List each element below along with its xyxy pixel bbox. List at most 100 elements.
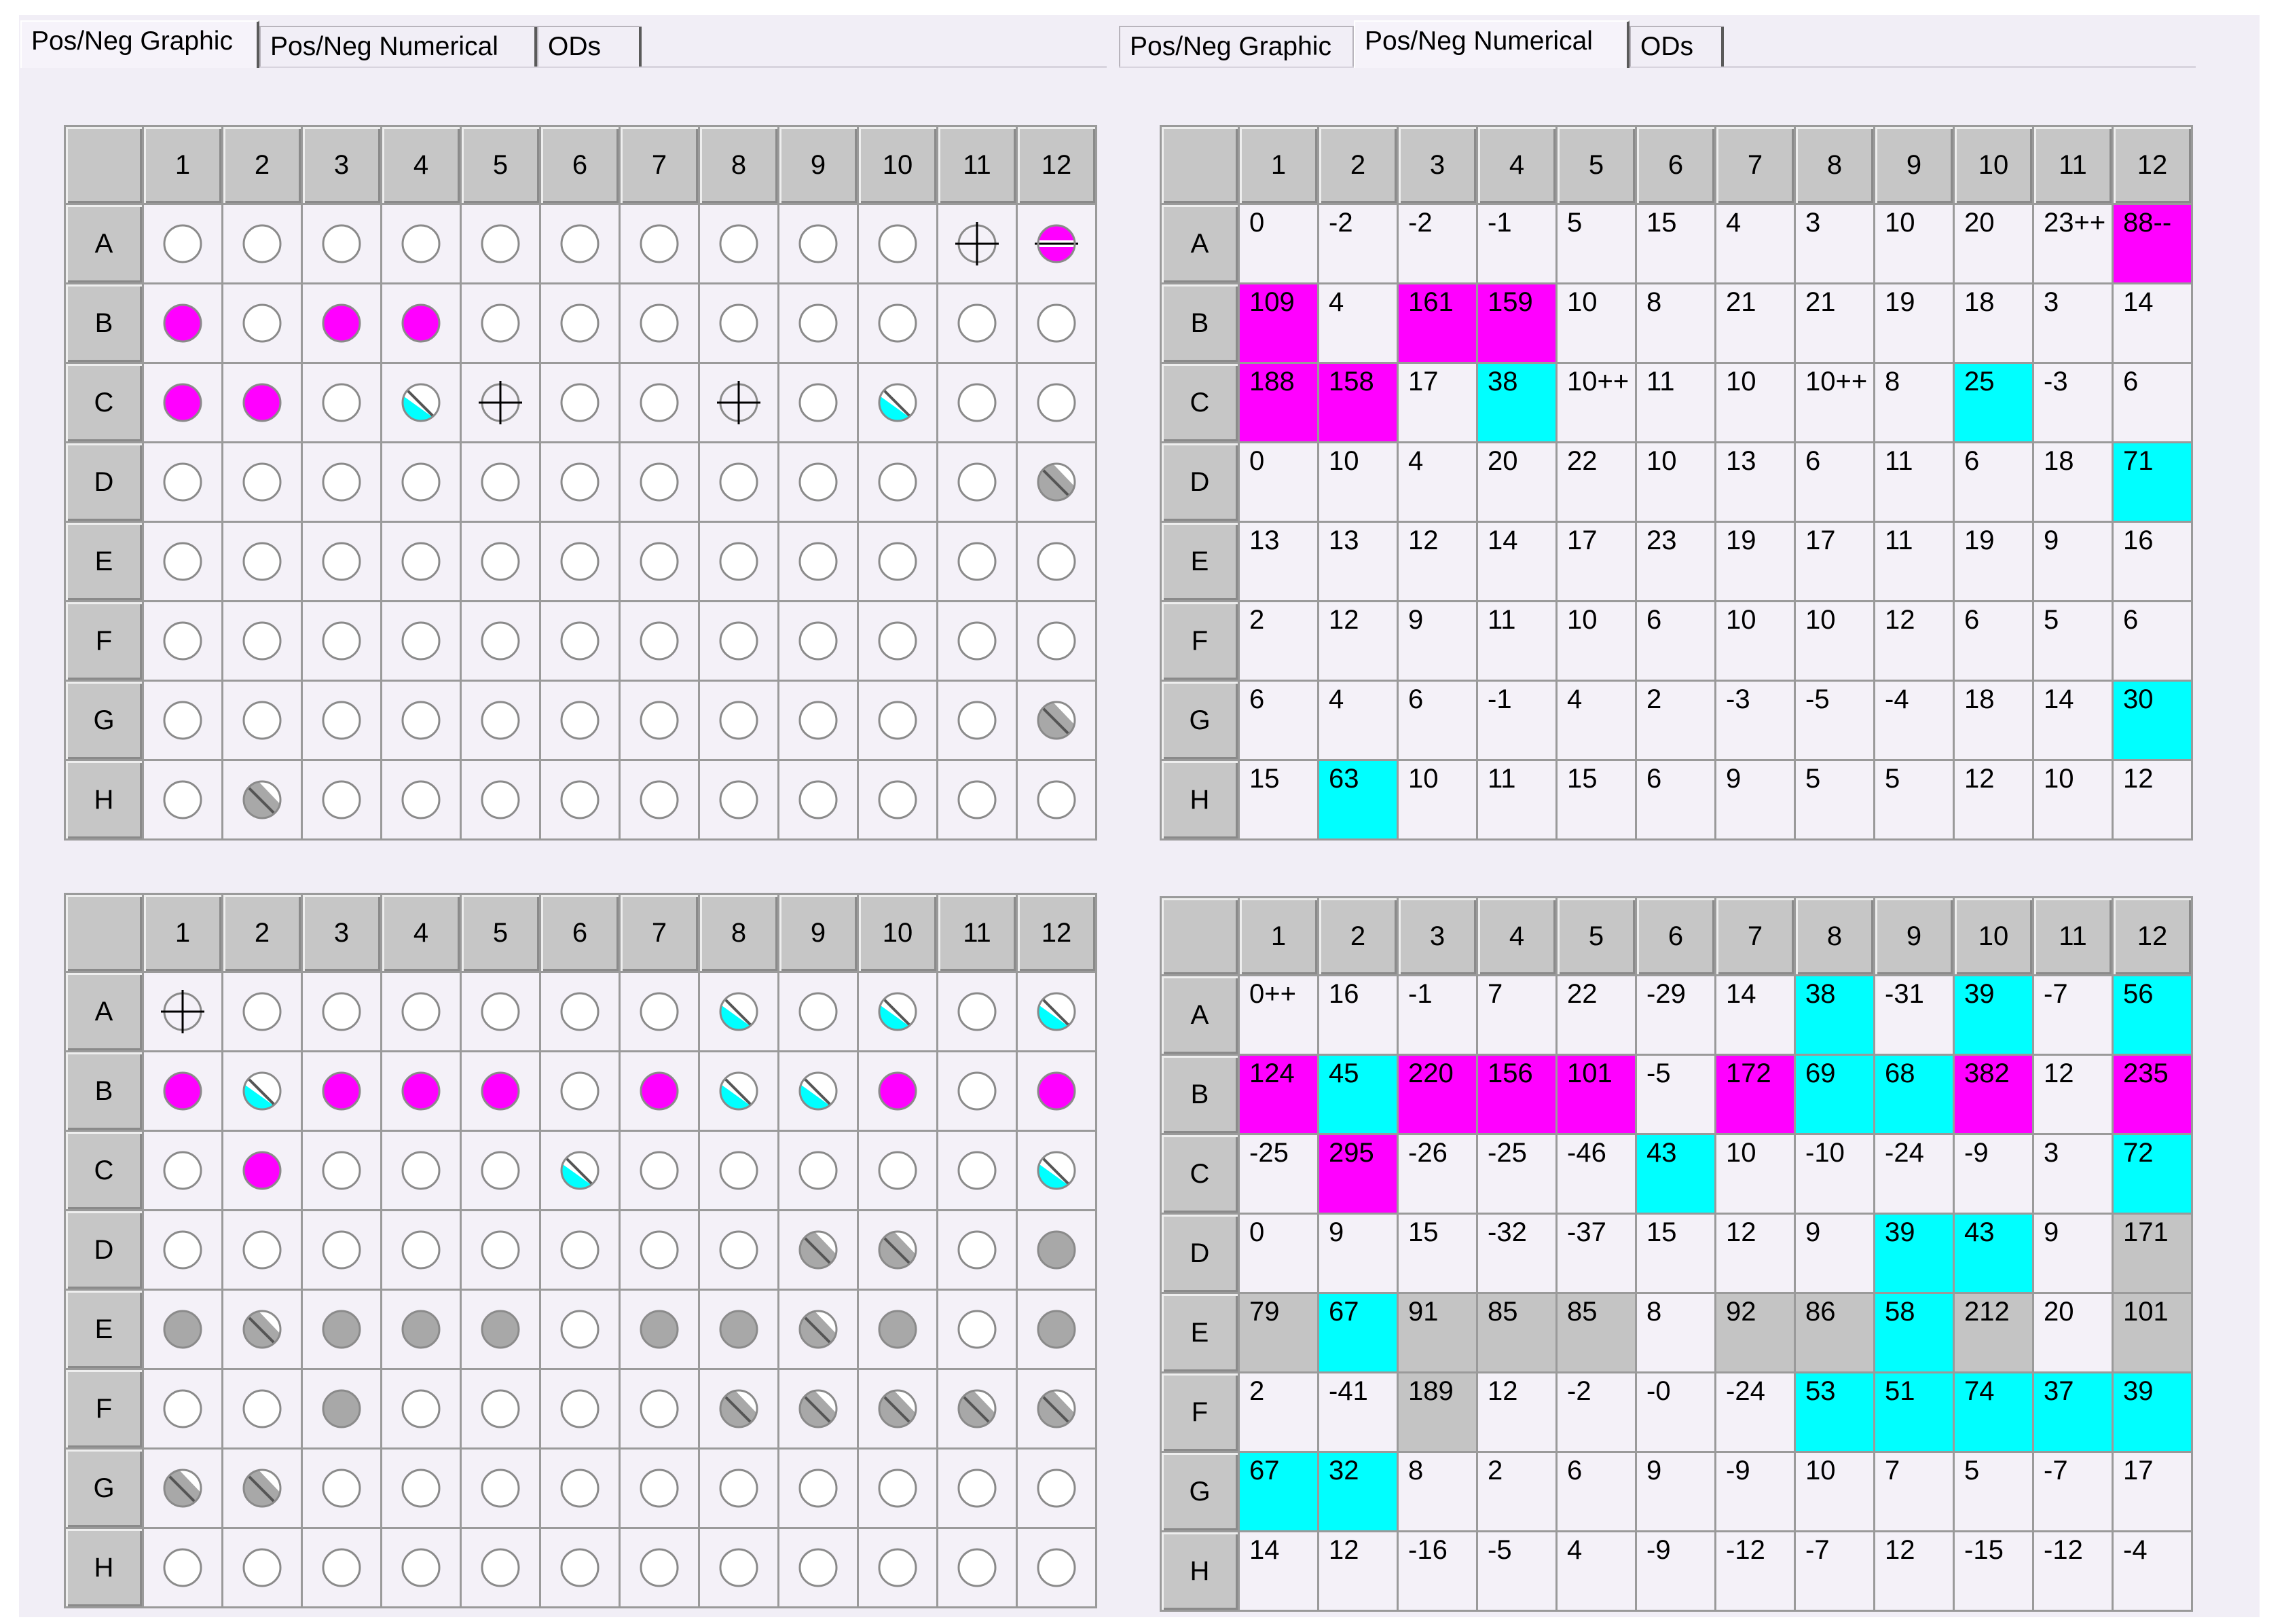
well-value-E11[interactable]: 20 [2032, 1292, 2114, 1373]
well-value-C7[interactable]: 10 [1714, 1133, 1796, 1215]
well-G11[interactable] [936, 1447, 1018, 1529]
well-value-H1[interactable]: 14 [1238, 1530, 1319, 1612]
well-value-B4[interactable]: 159 [1476, 282, 1558, 364]
well-F4[interactable] [380, 1368, 462, 1450]
well-B2[interactable] [221, 1050, 303, 1132]
well-E5[interactable] [460, 521, 541, 602]
well-D7[interactable] [619, 1209, 700, 1291]
well-value-C10[interactable]: 25 [1953, 362, 2034, 443]
well-value-C11[interactable]: 3 [2032, 1133, 2114, 1215]
well-value-G12[interactable]: 30 [2112, 680, 2193, 761]
well-value-B6[interactable]: -5 [1635, 1054, 1716, 1135]
row-header-F[interactable]: F [64, 1368, 144, 1450]
well-value-C11[interactable]: -3 [2032, 362, 2114, 443]
well-value-A12[interactable]: 56 [2112, 974, 2193, 1056]
well-value-G11[interactable]: 14 [2032, 680, 2114, 761]
well-value-H3[interactable]: -16 [1397, 1530, 1478, 1612]
well-C10[interactable] [857, 1130, 938, 1211]
well-G2[interactable] [221, 1447, 303, 1529]
well-value-B2[interactable]: 4 [1317, 282, 1399, 364]
well-D2[interactable] [221, 1209, 303, 1291]
well-value-C5[interactable]: -46 [1555, 1133, 1637, 1215]
well-value-G5[interactable]: 6 [1555, 1451, 1637, 1532]
tab-posneg-graphic[interactable]: Pos/Neg Graphic [1119, 26, 1354, 67]
well-H4[interactable] [380, 759, 462, 841]
well-C9[interactable] [777, 362, 859, 443]
well-value-C8[interactable]: -10 [1794, 1133, 1875, 1215]
well-value-E6[interactable]: 8 [1635, 1292, 1716, 1373]
well-value-F10[interactable]: 6 [1953, 600, 2034, 682]
column-header-4[interactable]: 4 [380, 125, 462, 205]
column-header-12[interactable]: 12 [1016, 125, 1097, 205]
well-value-H8[interactable]: 5 [1794, 759, 1875, 841]
row-header-E[interactable]: E [64, 1289, 144, 1370]
well-value-H12[interactable]: 12 [2112, 759, 2193, 841]
well-value-H5[interactable]: 4 [1555, 1530, 1637, 1612]
column-header-7[interactable]: 7 [1714, 125, 1796, 205]
well-value-A1[interactable]: 0++ [1238, 974, 1319, 1056]
well-G5[interactable] [460, 1447, 541, 1529]
well-D4[interactable] [380, 441, 462, 523]
well-value-D6[interactable]: 10 [1635, 441, 1716, 523]
row-header-C[interactable]: C [64, 1130, 144, 1211]
well-value-B1[interactable]: 109 [1238, 282, 1319, 364]
well-C4[interactable] [380, 1130, 462, 1211]
row-header-B[interactable]: B [64, 1050, 144, 1132]
well-value-B8[interactable]: 21 [1794, 282, 1875, 364]
well-E7[interactable] [619, 1289, 700, 1370]
well-value-C12[interactable]: 72 [2112, 1133, 2193, 1215]
well-value-A6[interactable]: 15 [1635, 203, 1716, 284]
column-header-10[interactable]: 10 [1953, 896, 2034, 976]
well-C12[interactable] [1016, 1130, 1097, 1211]
well-F8[interactable] [698, 1368, 779, 1450]
well-H11[interactable] [936, 1527, 1018, 1608]
well-H10[interactable] [857, 1527, 938, 1608]
well-value-D4[interactable]: 20 [1476, 441, 1558, 523]
well-value-A8[interactable]: 3 [1794, 203, 1875, 284]
well-H8[interactable] [698, 759, 779, 841]
tab-ods[interactable]: ODs [537, 26, 642, 67]
well-E2[interactable] [221, 521, 303, 602]
well-F3[interactable] [301, 600, 382, 682]
well-value-C10[interactable]: -9 [1953, 1133, 2034, 1215]
well-F7[interactable] [619, 600, 700, 682]
well-value-F8[interactable]: 53 [1794, 1371, 1875, 1453]
row-header-H[interactable]: H [1160, 759, 1240, 841]
well-value-F1[interactable]: 2 [1238, 1371, 1319, 1453]
column-header-9[interactable]: 9 [777, 125, 859, 205]
well-H1[interactable] [142, 759, 223, 841]
well-C5[interactable] [460, 1130, 541, 1211]
well-H5[interactable] [460, 1527, 541, 1608]
well-H2[interactable] [221, 759, 303, 841]
well-value-H2[interactable]: 12 [1317, 1530, 1399, 1612]
well-value-D7[interactable]: 13 [1714, 441, 1796, 523]
well-value-E7[interactable]: 19 [1714, 521, 1796, 602]
well-B9[interactable] [777, 1050, 859, 1132]
row-header-E[interactable]: E [1160, 1292, 1240, 1373]
well-H2[interactable] [221, 1527, 303, 1608]
well-H3[interactable] [301, 759, 382, 841]
well-B9[interactable] [777, 282, 859, 364]
well-value-A5[interactable]: 5 [1555, 203, 1637, 284]
well-C7[interactable] [619, 362, 700, 443]
well-C9[interactable] [777, 1130, 859, 1211]
well-value-E4[interactable]: 85 [1476, 1292, 1558, 1373]
well-G5[interactable] [460, 680, 541, 761]
well-value-F7[interactable]: -24 [1714, 1371, 1796, 1453]
well-value-G4[interactable]: -1 [1476, 680, 1558, 761]
well-value-C2[interactable]: 158 [1317, 362, 1399, 443]
well-G10[interactable] [857, 680, 938, 761]
well-value-C7[interactable]: 10 [1714, 362, 1796, 443]
well-value-A11[interactable]: 23++ [2032, 203, 2114, 284]
well-value-A6[interactable]: -29 [1635, 974, 1716, 1056]
row-header-G[interactable]: G [1160, 1451, 1240, 1532]
well-G8[interactable] [698, 1447, 779, 1529]
well-H9[interactable] [777, 1527, 859, 1608]
well-value-G9[interactable]: 7 [1873, 1451, 1955, 1532]
well-value-G9[interactable]: -4 [1873, 680, 1955, 761]
well-D12[interactable] [1016, 1209, 1097, 1291]
well-value-G2[interactable]: 4 [1317, 680, 1399, 761]
well-C11[interactable] [936, 1130, 1018, 1211]
column-header-3[interactable]: 3 [1397, 125, 1478, 205]
well-B8[interactable] [698, 1050, 779, 1132]
